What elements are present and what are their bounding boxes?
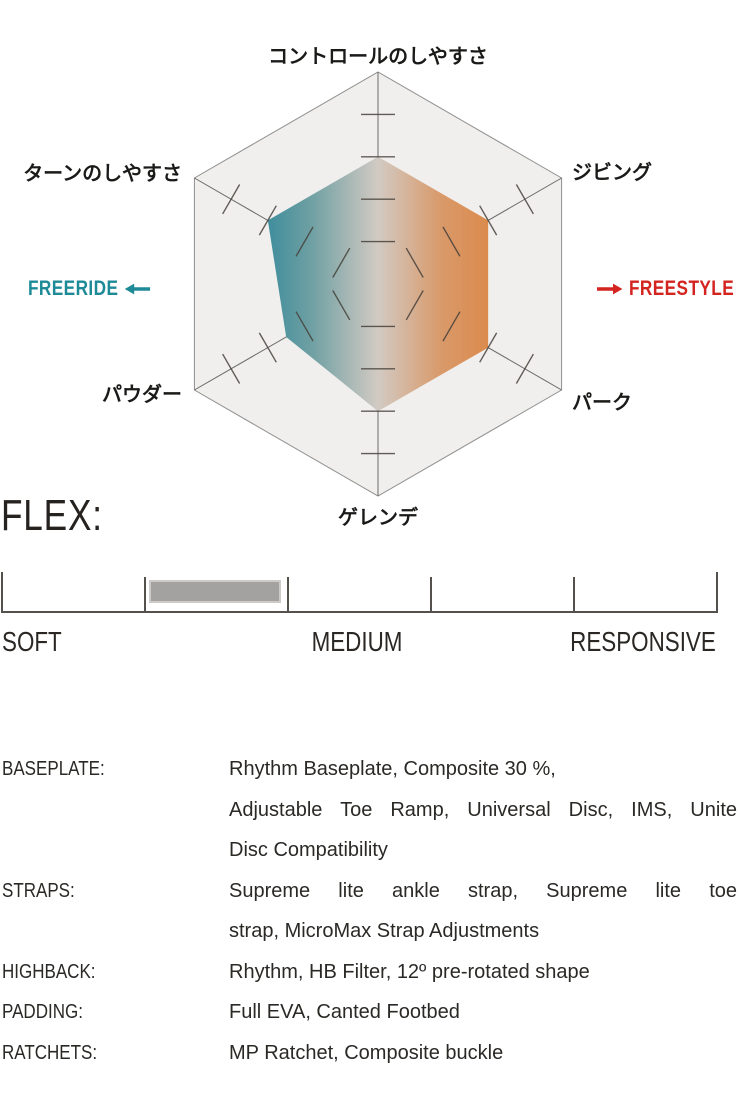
flex-tick-mark — [144, 577, 146, 613]
spec-table: BASEPLATE: Rhythm Baseplate, Composite 30… — [2, 749, 737, 1073]
radar-chart: コントロールのしやすさ ジビング パーク ゲレンデ パウダー ターンのしやすさ … — [0, 0, 740, 545]
spec-label: RATCHETS: — [2, 1041, 98, 1064]
radar-plot-svg — [193, 71, 563, 497]
radar-tick-mark — [332, 290, 351, 321]
spec-value: Rhythm Baseplate, Composite 30 %, Adjusta… — [229, 749, 737, 871]
spec-row: PADDING: Full EVA, Canted Footbed — [2, 992, 737, 1033]
flex-tick-mark — [573, 577, 575, 613]
spec-value-line: Adjustable Toe Ramp, Universal Disc, IMS… — [229, 798, 737, 821]
flex-label-medium: MEDIUM — [311, 626, 403, 657]
radar-tick-mark — [405, 290, 424, 321]
radar-tick-mark — [332, 247, 351, 278]
spec-value: Full EVA, Canted Footbed — [229, 992, 737, 1033]
axis-label-jibbing: ジビング — [572, 162, 652, 184]
radar-tick-mark — [295, 311, 314, 342]
freestyle-label-group: FREESTYLE — [597, 276, 734, 302]
spec-value-line: strap, MicroMax Strap Adjustments — [229, 920, 540, 942]
freestyle-label: FREESTYLE — [628, 277, 735, 300]
axis-label-control: コントロールのしやすさ — [268, 46, 488, 68]
arrow-left-icon — [124, 283, 151, 295]
flex-label-responsive: RESPONSIVE — [570, 626, 716, 657]
radar-tick-mark — [515, 184, 534, 215]
spec-value-line: Rhythm, HB Filter, 12º pre-rotated shape — [229, 960, 590, 983]
flex-scale — [0, 570, 740, 630]
freeride-label-group: FREERIDE — [28, 276, 151, 302]
spec-value-line: Rhythm Baseplate, Composite 30 %, — [229, 758, 556, 780]
axis-label-turn: ターンのしやすさ — [23, 163, 182, 185]
flex-tick-mark — [430, 577, 432, 613]
flex-heading: FLEX: — [1, 491, 103, 540]
radar-tick-mark — [258, 332, 277, 363]
axis-label-powder: パウダー — [102, 384, 182, 406]
radar-tick-mark — [222, 353, 241, 384]
spec-row: BASEPLATE: Rhythm Baseplate, Composite 30… — [2, 749, 737, 871]
spec-value-line: Full EVA, Canted Footbed — [229, 1001, 460, 1023]
spec-row: RATCHETS: MP Ratchet, Composite buckle — [2, 1033, 737, 1074]
radar-tick-mark — [258, 205, 277, 236]
spec-value: Rhythm, HB Filter, 12º pre-rotated shape — [229, 952, 737, 993]
flex-label-soft: SOFT — [2, 626, 62, 657]
radar-tick-mark — [442, 226, 461, 257]
radar-tick-mark — [442, 311, 461, 342]
spec-label: HIGHBACK: — [2, 960, 96, 983]
spec-row: STRAPS: Supreme lite ankle strap, Supreme… — [2, 871, 737, 952]
axis-label-park: パーク — [572, 392, 632, 414]
spec-value-line: Supreme lite ankle strap, Supreme lite t… — [229, 879, 737, 902]
flex-axis-line — [2, 611, 717, 613]
radar-data-polygon — [267, 156, 489, 412]
flex-scale-labels: SOFT MEDIUM RESPONSIVE — [0, 626, 740, 659]
radar-tick-mark — [222, 184, 241, 215]
spec-label: STRAPS: — [2, 879, 75, 902]
flex-rating-bar — [148, 580, 281, 603]
spec-value-line: MP Ratchet, Composite buckle — [229, 1041, 504, 1064]
radar-tick-mark — [515, 353, 534, 384]
spec-row: HIGHBACK: Rhythm, HB Filter, 12º pre-rota… — [2, 952, 737, 993]
freeride-label: FREERIDE — [28, 277, 119, 300]
radar-tick-mark — [295, 226, 314, 257]
spec-value-line: Disc Compatibility — [229, 839, 388, 861]
radar-tick-mark — [405, 247, 424, 278]
flex-tick-mark — [1, 572, 3, 613]
arrow-right-icon — [597, 283, 623, 295]
axis-label-gelaende: ゲレンデ — [338, 507, 418, 529]
radar-tick-mark — [479, 332, 498, 363]
flex-tick-mark — [287, 577, 289, 613]
spec-label: BASEPLATE: — [2, 758, 105, 780]
spec-value: Supreme lite ankle strap, Supreme lite t… — [229, 871, 737, 952]
spec-label: PADDING: — [2, 1001, 83, 1023]
flex-tick-mark — [716, 572, 718, 613]
radar-tick-mark — [479, 205, 498, 236]
spec-value: MP Ratchet, Composite buckle — [229, 1033, 737, 1074]
